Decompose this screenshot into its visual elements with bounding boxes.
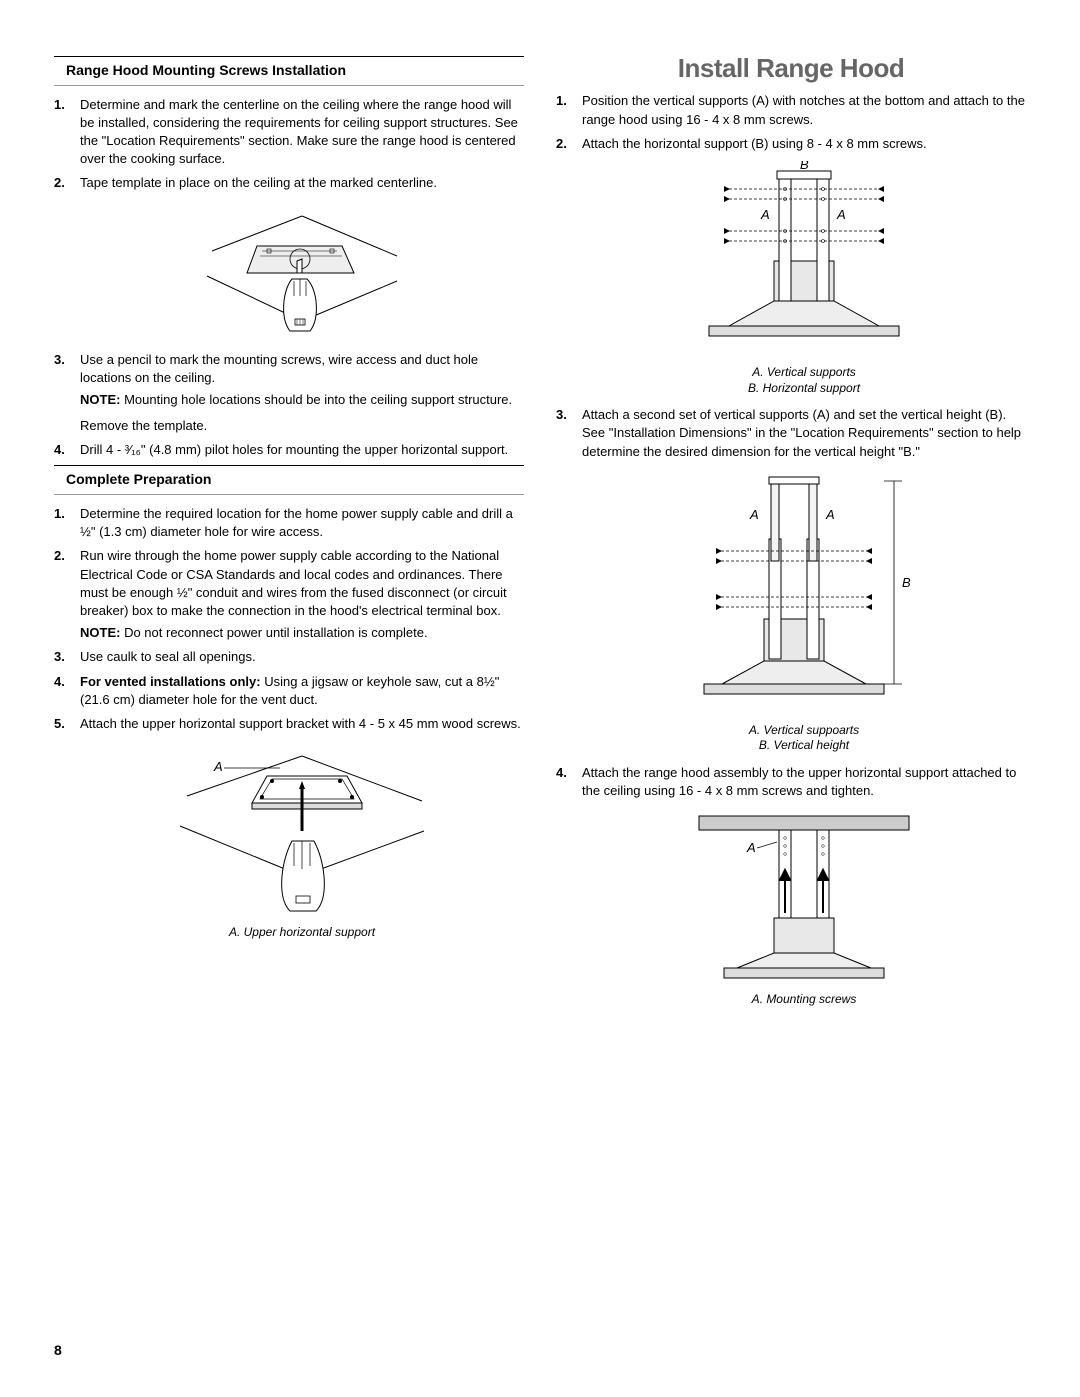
figure-vertical-height: B A A A. Vertical suppoarts B. Vertical …	[582, 469, 1026, 754]
list-item: Attach a second set of vertical supports…	[556, 406, 1026, 754]
figure-caption: A. Vertical suppoarts B. Vertical height	[582, 723, 1026, 754]
install-range-hood-steps: Position the vertical supports (A) with …	[556, 92, 1026, 1007]
list-item: Run wire through the home power supply c…	[54, 547, 524, 642]
list-item: Determine and mark the centerline on the…	[54, 96, 524, 169]
list-item: For vented installations only: Using a j…	[54, 673, 524, 709]
figure-label-a: A	[213, 759, 223, 774]
figure-label-b: B	[902, 575, 911, 590]
note-label: NOTE:	[80, 392, 120, 407]
list-item: Tape template in place on the ceiling at…	[54, 174, 524, 340]
figure-label-a: A	[749, 507, 759, 522]
figure-label-a: A	[836, 207, 846, 222]
page-content: Range Hood Mounting Screws Installation …	[54, 50, 1026, 1018]
figure-template-hand	[80, 201, 524, 341]
list-item: Use a pencil to mark the mounting screws…	[54, 351, 524, 436]
list-item: Determine the required location for the …	[54, 505, 524, 541]
section-heading-complete-preparation: Complete Preparation	[54, 465, 524, 495]
figure-label-a: A	[760, 207, 770, 222]
figure-caption: A. Upper horizontal support	[80, 925, 524, 941]
figure-caption: A. Vertical supports B. Horizontal suppo…	[582, 365, 1026, 396]
figure-label-a: A	[746, 840, 756, 855]
complete-preparation-steps: Determine the required location for the …	[54, 505, 524, 941]
figure-supports-on-hood: B A A A. Vertical supports B. Horizontal…	[582, 161, 1026, 396]
left-column: Range Hood Mounting Screws Installation …	[54, 50, 524, 1018]
main-heading-install-range-hood: Install Range Hood	[556, 50, 1026, 86]
figure-caption: A. Mounting screws	[582, 992, 1026, 1008]
list-item: Position the vertical supports (A) with …	[556, 92, 1026, 128]
section-heading-mounting-screws: Range Hood Mounting Screws Installation	[54, 56, 524, 86]
list-item: Attach the range hood assembly to the up…	[556, 764, 1026, 1008]
note-label: NOTE:	[80, 625, 120, 640]
list-item: Use caulk to seal all openings.	[54, 648, 524, 666]
list-item: Attach the upper horizontal support brac…	[54, 715, 524, 941]
page-number: 8	[54, 1341, 62, 1361]
mounting-screws-steps: Determine and mark the centerline on the…	[54, 96, 524, 460]
figure-label-a: A	[825, 507, 835, 522]
list-item: Drill 4 - ³⁄₁₆" (4.8 mm) pilot holes for…	[54, 441, 524, 459]
right-column: Install Range Hood Position the vertical…	[556, 50, 1026, 1018]
figure-upper-horizontal-support: A	[80, 741, 524, 941]
list-item: Attach the horizontal support (B) using …	[556, 135, 1026, 396]
figure-attach-to-ceiling: A A. Mounting screws	[582, 808, 1026, 1008]
figure-label-b: B	[800, 161, 809, 172]
